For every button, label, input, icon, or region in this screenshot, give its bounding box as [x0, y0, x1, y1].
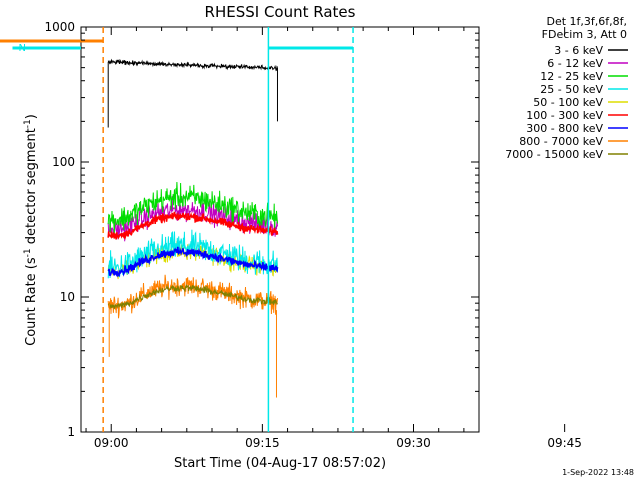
legend-entry-label: 300 - 800 keV	[526, 122, 603, 135]
y-tick-label: 1	[67, 425, 75, 439]
legend-entry-label: 50 - 100 keV	[533, 96, 603, 109]
y-tick-label: 1000	[44, 20, 75, 34]
x-tick-label: 09:00	[94, 436, 129, 450]
legend-entry-label: 12 - 25 keV	[540, 70, 603, 83]
series-line	[107, 246, 279, 278]
chart-title: RHESSI Count Rates	[205, 3, 356, 21]
legend: Det 1f,3f,6f,8f, FDecim 3, Att 0 3 - 6 k…	[505, 15, 628, 161]
series-line	[107, 211, 279, 241]
legend-entry-label: 6 - 12 keV	[547, 57, 603, 70]
legend-entry-label: 3 - 6 keV	[554, 44, 603, 57]
series-line	[107, 274, 278, 319]
data-series-layer	[107, 58, 279, 398]
legend-entry-label: 100 - 300 keV	[526, 109, 603, 122]
legend-entry-label: 7000 - 15000 keV	[505, 148, 603, 161]
x-tick-label: 09:45	[547, 436, 582, 450]
y-axis-label: Count Rate (s-1 detector segment-1)	[23, 114, 39, 346]
plot-border	[80, 26, 480, 433]
legend-header-line-2: FDecim 3, Att 0	[542, 28, 627, 41]
x-axis-label: Start Time (04-Aug-17 08:57:02)	[174, 456, 386, 471]
plot-area	[80, 26, 480, 433]
night-label: N	[18, 43, 25, 54]
y-tick-label: 100	[52, 155, 75, 169]
orbit-overlay-layer: SN	[0, 27, 354, 432]
legend-entry-label: 25 - 50 keV	[540, 83, 603, 96]
axes-layer: 09:0009:1509:3009:4510:0010:1510:3011010…	[44, 20, 582, 450]
x-tick-label: 09:15	[245, 436, 280, 450]
legend-entry-label: 800 - 7000 keV	[519, 135, 603, 148]
series-line	[107, 181, 278, 236]
y-tick-label: 10	[60, 290, 75, 304]
generation-timestamp: 1-Sep-2022 13:48	[562, 468, 634, 477]
series-line	[107, 58, 278, 72]
series-line	[107, 284, 278, 310]
x-tick-label: 09:30	[396, 436, 431, 450]
legend-header-line-1: Det 1f,3f,6f,8f,	[546, 15, 627, 28]
